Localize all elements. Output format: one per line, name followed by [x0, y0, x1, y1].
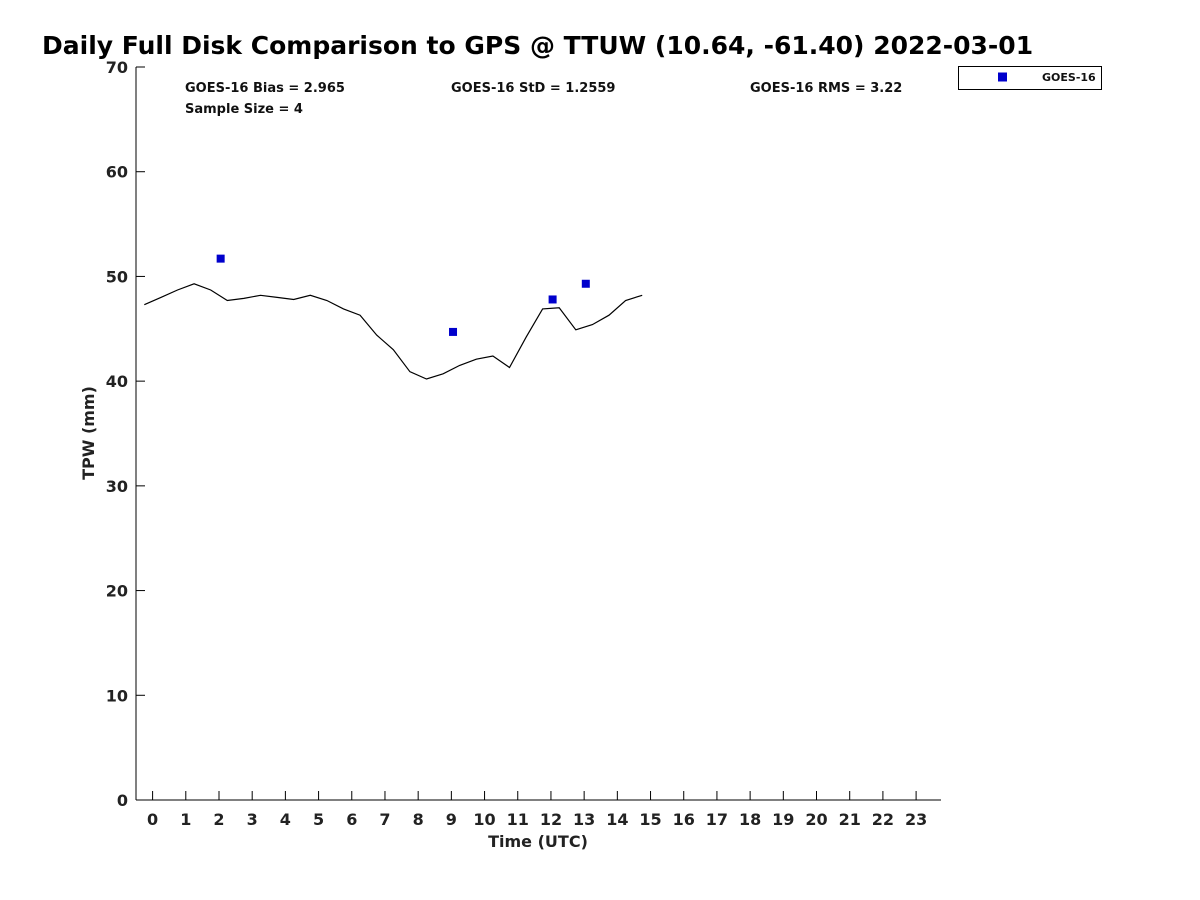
y-axis-ticks: 0 10 20 30 40 50 60 70 — [106, 58, 145, 810]
x-tick-label: 20 — [805, 810, 827, 829]
goes16-point — [449, 327, 458, 336]
y-tick-label: 50 — [106, 267, 128, 286]
x-tick-label: 5 — [313, 810, 324, 829]
legend-box — [958, 66, 1102, 90]
x-tick-label: 11 — [507, 810, 529, 829]
x-tick-label: 1 — [180, 810, 191, 829]
plot-area — [144, 254, 643, 380]
x-tick-label: 18 — [739, 810, 761, 829]
x-tick-label: 9 — [446, 810, 457, 829]
x-tick-label: 23 — [905, 810, 927, 829]
rms-stat: GOES-16 RMS = 3.22 — [750, 81, 902, 96]
x-tick-label: 16 — [673, 810, 695, 829]
x-tick-label: 19 — [772, 810, 794, 829]
x-axis-label: Time (UTC) — [488, 832, 588, 851]
x-axis-ticks: 0 1 2 3 4 5 6 7 8 9 10 11 12 13 14 15 16 17 18 19 20 21 22 23 — [147, 791, 927, 829]
legend-marker-goes16 — [998, 72, 1007, 82]
y-tick-label: 40 — [106, 372, 128, 391]
legend: GOES-16 — [958, 66, 1102, 90]
x-tick-label: 15 — [639, 810, 661, 829]
y-tick-label: 60 — [106, 163, 128, 182]
x-tick-label: 14 — [606, 810, 628, 829]
gps-tpw-line — [144, 283, 643, 380]
x-tick-label: 10 — [473, 810, 495, 829]
x-tick-label: 4 — [280, 810, 291, 829]
x-tick-label: 3 — [247, 810, 258, 829]
std-stat: GOES-16 StD = 1.2559 — [451, 81, 615, 96]
sample-size-stat: Sample Size = 4 — [185, 102, 303, 117]
x-tick-label: 12 — [540, 810, 562, 829]
x-tick-label: 0 — [147, 810, 158, 829]
goes16-point — [581, 279, 590, 288]
y-tick-label: 70 — [106, 58, 128, 77]
goes16-point — [548, 295, 557, 304]
x-tick-label: 7 — [379, 810, 390, 829]
x-tick-label: 22 — [872, 810, 894, 829]
y-tick-label: 30 — [106, 477, 128, 496]
axes — [135, 67, 941, 801]
bias-stat: GOES-16 Bias = 2.965 — [185, 81, 345, 96]
x-tick-label: 13 — [573, 810, 595, 829]
y-axis-label: TPW (mm) — [79, 386, 98, 480]
y-tick-label: 20 — [106, 582, 128, 601]
chart-title: Daily Full Disk Comparison to GPS @ TTUW… — [42, 31, 1033, 60]
statistics-annotations: GOES-16 Bias = 2.965 GOES-16 StD = 1.255… — [185, 81, 902, 117]
x-tick-label: 8 — [413, 810, 424, 829]
x-tick-label: 2 — [213, 810, 224, 829]
y-tick-label: 10 — [106, 686, 128, 705]
y-tick-label: 0 — [117, 791, 128, 810]
legend-label-goes16: GOES-16 — [1042, 71, 1096, 84]
goes16-point — [216, 254, 225, 263]
x-tick-label: 21 — [839, 810, 861, 829]
x-tick-label: 17 — [706, 810, 728, 829]
x-tick-label: 6 — [346, 810, 357, 829]
